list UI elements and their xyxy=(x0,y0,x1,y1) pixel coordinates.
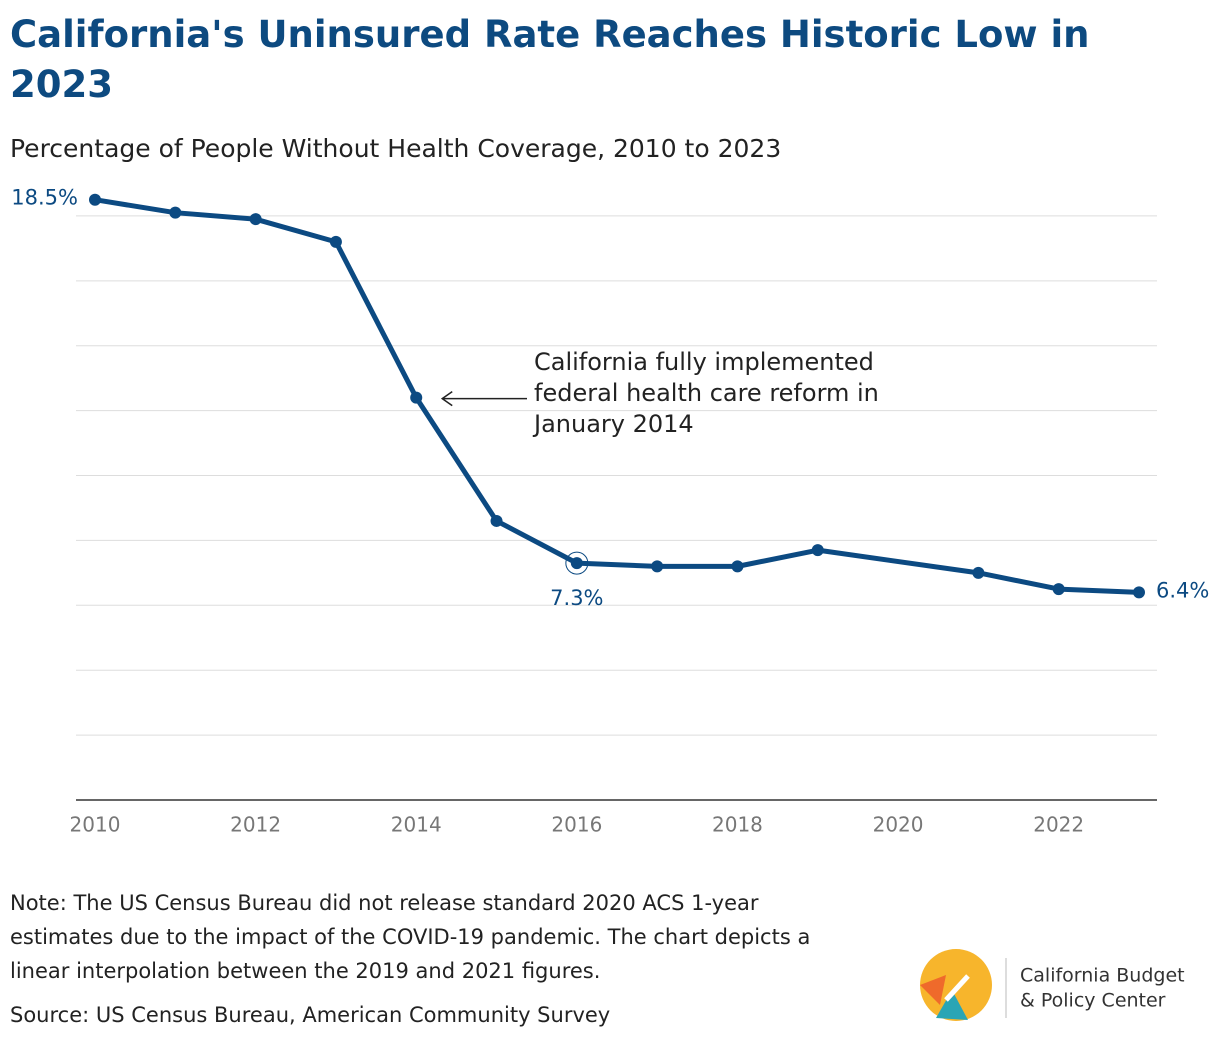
data-point xyxy=(731,560,744,573)
logo: California Budget & Policy Center xyxy=(920,949,1185,1021)
logo-shape xyxy=(936,990,968,1020)
logo-arrow xyxy=(944,974,970,1002)
logo-shape xyxy=(920,975,946,1005)
annotation-text: California fully implemented xyxy=(534,348,874,376)
data-point xyxy=(490,514,503,527)
logo-text: California Budget xyxy=(1020,965,1185,987)
x-tick-label: 2022 xyxy=(1033,813,1084,837)
x-tick-label: 2020 xyxy=(873,813,924,837)
logo-text: & Policy Center xyxy=(1020,990,1166,1012)
data-label: 6.4% xyxy=(1156,578,1209,602)
data-point xyxy=(1133,586,1145,599)
source: Source: US Census Bureau, American Commu… xyxy=(10,1003,610,1027)
note: linear interpolation between the 2019 an… xyxy=(10,959,600,983)
x-tick-label: 2010 xyxy=(70,813,121,837)
data-point xyxy=(972,566,985,579)
x-tick-label: 2012 xyxy=(230,813,281,837)
x-tick-label: 2018 xyxy=(712,813,763,837)
note: Note: The US Census Bureau did not relea… xyxy=(10,891,759,915)
chart-subtitle: Percentage of People Without Health Cove… xyxy=(10,134,781,163)
data-point xyxy=(169,206,182,219)
data-point xyxy=(89,193,101,206)
data-point xyxy=(249,213,262,226)
data-point xyxy=(329,235,342,248)
data-label: 18.5% xyxy=(11,186,78,210)
data-point xyxy=(811,544,824,557)
x-tick-label: 2016 xyxy=(551,813,602,837)
data-point xyxy=(651,560,664,573)
note: estimates due to the impact of the COVID… xyxy=(10,925,810,949)
annotation-text: federal health care reform in xyxy=(534,379,879,407)
x-tick-label: 2014 xyxy=(391,813,442,837)
data-label: 7.3% xyxy=(550,586,603,610)
highlight-ring xyxy=(565,551,589,575)
data-point xyxy=(410,391,423,404)
data-point xyxy=(570,557,583,570)
annotation-arrowhead xyxy=(440,391,453,407)
annotation-text: January 2014 xyxy=(532,410,694,438)
chart-title: California's Uninsured Rate Reaches Hist… xyxy=(10,13,1090,106)
data-point xyxy=(1052,583,1065,596)
